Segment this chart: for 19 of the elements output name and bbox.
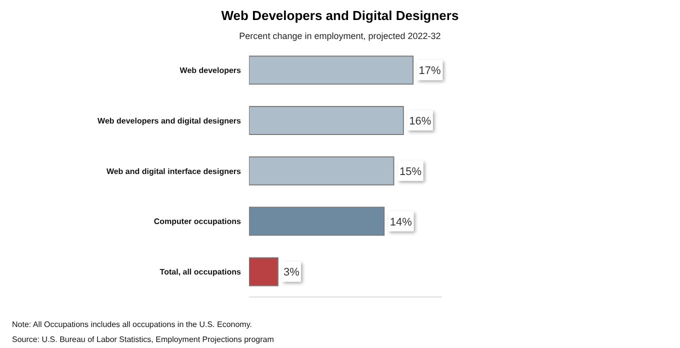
y-tick-label: Total, all occupations <box>160 268 242 277</box>
bar <box>249 106 404 135</box>
data-label: 3% <box>283 266 300 279</box>
data-label: 17% <box>418 65 442 78</box>
bar <box>249 56 414 85</box>
data-label: 15% <box>399 166 422 178</box>
chart-subtitle: Percent change in employment, projected 2022-32 <box>238 30 442 42</box>
source-note: Source: U.S. Bureau of Labor Statistics, Employment Projections program <box>12 335 274 345</box>
text: Note: All Occupations includes all occupations in the U.S. Economy. <box>12 320 252 330</box>
data-label: 16% <box>409 115 432 128</box>
chart-title: Web Developers and Digital Designers <box>220 8 460 24</box>
y-tick-label: Web developers and digital designers <box>98 116 242 126</box>
y-tick-label: Computer occupations <box>154 217 242 226</box>
y-tick-label: Web developers <box>180 66 242 76</box>
bar <box>249 156 394 186</box>
bar <box>249 257 278 286</box>
y-tick-label: Web and digital interface designers <box>106 166 242 176</box>
bar <box>249 206 385 236</box>
data-label: 14% <box>390 216 412 228</box>
